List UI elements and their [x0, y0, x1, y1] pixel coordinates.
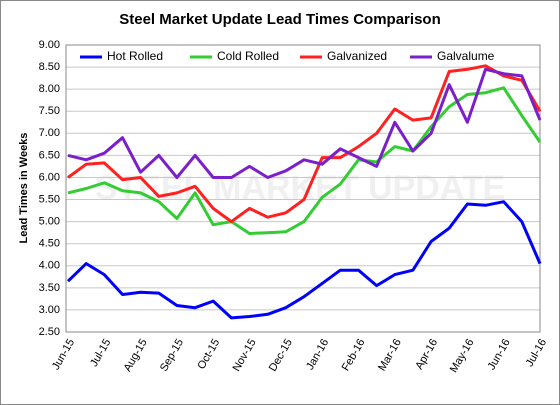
legend-label: Galvanized	[327, 49, 387, 63]
y-axis-label: Lead Times in Weeks	[18, 133, 30, 244]
legend-label: Galvalume	[437, 49, 495, 63]
series-line	[67, 64, 542, 224]
y-tick-label: 7.00	[39, 127, 60, 139]
chart-title: Steel Market Update Lead Times Compariso…	[119, 11, 440, 28]
series-line	[67, 86, 542, 235]
y-tick-label: 4.00	[39, 260, 60, 272]
series-line	[67, 67, 542, 179]
y-tick-label: 5.50	[39, 193, 60, 205]
y-tick-label: 7.50	[39, 105, 60, 117]
y-tick-label: 8.50	[39, 61, 60, 73]
y-tick-label: 5.00	[39, 216, 60, 228]
y-tick-label: 9.00	[39, 39, 60, 51]
series-line	[66, 200, 542, 320]
y-tick-label: 3.50	[39, 282, 60, 294]
y-tick-label: 3.00	[39, 304, 60, 316]
y-tick-label: 2.50	[39, 326, 60, 338]
y-tick-label: 4.50	[39, 238, 60, 250]
y-tick-label: 8.00	[39, 83, 60, 95]
legend-label: Hot Rolled	[107, 49, 163, 63]
plot-border	[65, 44, 541, 333]
y-tick-label: 6.50	[39, 149, 60, 161]
y-tick-label: 6.00	[39, 171, 60, 183]
legend-label: Cold Rolled	[217, 49, 279, 63]
